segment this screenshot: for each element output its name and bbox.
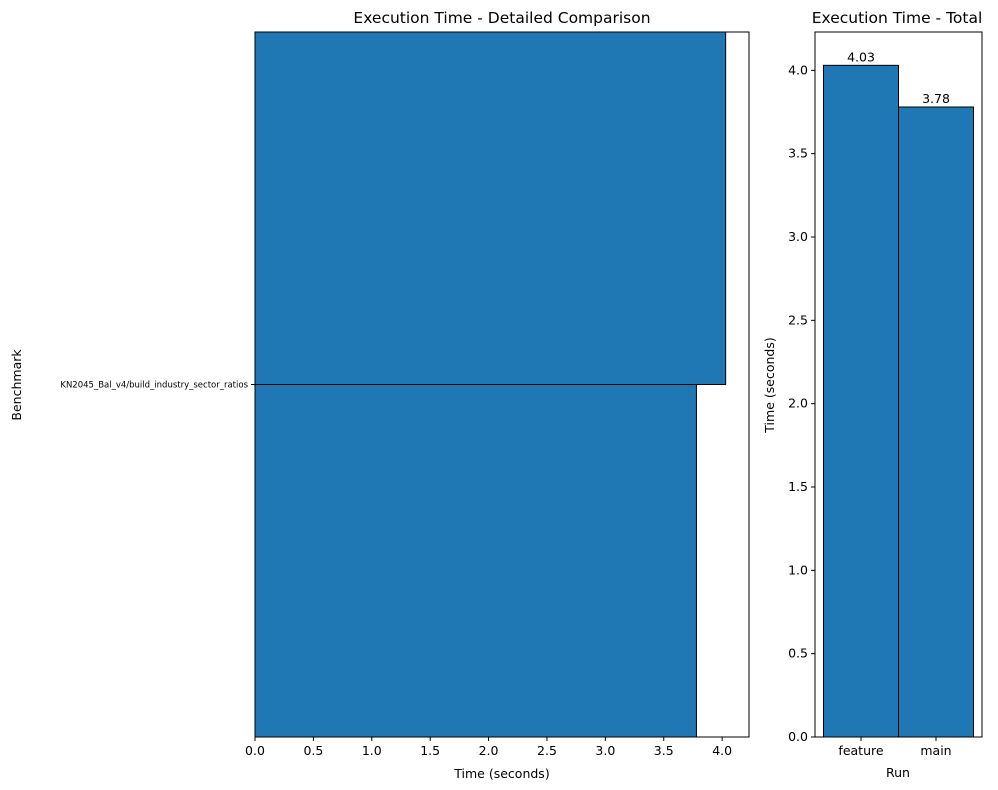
- detailed-y-axis-label: Benchmark: [9, 349, 24, 421]
- detailed-chart-title: Execution Time - Detailed Comparison: [353, 9, 650, 27]
- detailed-y-ticks: KN2045_Bal_v4/build_industry_sector_rati…: [60, 381, 255, 391]
- total-y-tick-label: 0.5: [788, 646, 808, 661]
- detailed-x-tick-label: 2.5: [537, 743, 557, 758]
- total-bars: [823, 64, 974, 738]
- detailed-bar-2: [254, 384, 697, 738]
- total-x-axis-label: Run: [886, 765, 910, 780]
- total-x-tick-label: feature: [838, 743, 883, 758]
- detailed-comparison-chart: Execution Time - Detailed Comparison 0.0…: [9, 9, 750, 781]
- total-value-labels: 4.03 3.78: [847, 49, 950, 106]
- detailed-x-tick-label: 3.0: [595, 743, 615, 758]
- total-y-tick-label: 4.0: [788, 62, 808, 77]
- total-value-label: 3.78: [922, 91, 950, 106]
- total-y-tick-label: 3.5: [788, 146, 808, 161]
- detailed-x-tick-label: 1.5: [420, 743, 440, 758]
- total-y-ticks: 0.0 0.5 1.0 1.5 2.0 2.5 3.0 3.5 4.0: [788, 62, 815, 744]
- total-y-axis-label: Time (seconds): [762, 337, 777, 433]
- detailed-x-tick-label: 0.5: [303, 743, 323, 758]
- detailed-x-ticks: 0.0 0.5 1.0 1.5 2.0 2.5 3.0 3.5 4.0: [245, 737, 732, 758]
- detailed-bars: [254, 31, 727, 738]
- total-plot-frame: [814, 31, 983, 738]
- total-chart: Execution Time - Total 0.0 0.5 1.0 1.5 2.0 2.…: [762, 9, 983, 780]
- detailed-x-tick-label: 3.5: [654, 743, 674, 758]
- total-x-tick-label: main: [920, 743, 951, 758]
- total-value-label: 4.03: [847, 49, 875, 64]
- detailed-x-tick-label: 2.0: [479, 743, 499, 758]
- detailed-bar-1: [254, 31, 727, 385]
- total-chart-title: Execution Time - Total: [812, 9, 983, 27]
- detailed-y-tick-label: KN2045_Bal_v4/build_industry_sector_rati…: [60, 381, 248, 391]
- detailed-x-axis-label: Time (seconds): [453, 766, 549, 781]
- detailed-x-tick-label: 0.0: [245, 743, 265, 758]
- total-bar-main: [898, 106, 974, 738]
- detailed-x-tick-label: 1.0: [362, 743, 382, 758]
- total-y-tick-label: 3.0: [788, 229, 808, 244]
- total-y-tick-label: 1.0: [788, 562, 808, 577]
- total-y-tick-label: 2.0: [788, 396, 808, 411]
- total-y-tick-label: 2.5: [788, 312, 808, 327]
- total-y-tick-label: 0.0: [788, 729, 808, 744]
- detailed-x-tick-label: 4.0: [712, 743, 732, 758]
- total-y-tick-label: 1.5: [788, 479, 808, 494]
- total-x-ticks: feature main: [838, 737, 952, 758]
- total-bar-feature: [823, 64, 899, 738]
